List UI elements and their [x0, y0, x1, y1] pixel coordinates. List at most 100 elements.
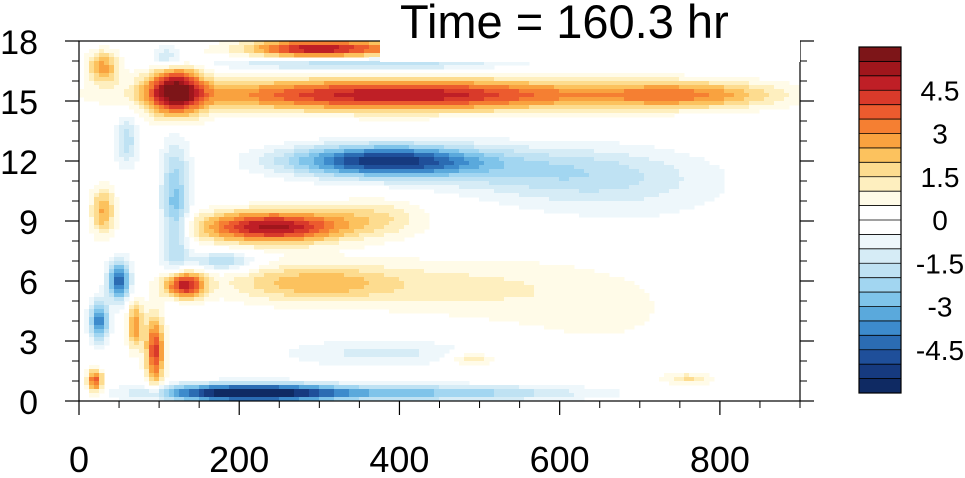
field-cell: [389, 237, 395, 242]
field-cell: [379, 257, 385, 262]
field-cell: [639, 197, 645, 202]
field-cell: [569, 281, 575, 286]
field-cell: [749, 97, 755, 102]
field-cell: [439, 289, 445, 294]
field-cell: [179, 117, 185, 122]
field-cell: [709, 169, 715, 174]
field-cell: [544, 197, 550, 202]
field-cell: [609, 161, 615, 166]
field-cell: [594, 201, 600, 206]
field-cell: [564, 153, 570, 158]
field-cell: [599, 169, 605, 174]
field-cell: [364, 225, 370, 230]
field-cell: [349, 205, 355, 210]
field-cell: [334, 89, 340, 94]
field-cell: [464, 101, 470, 106]
field-cell: [584, 185, 590, 190]
field-cell: [679, 161, 685, 166]
field-cell: [364, 289, 370, 294]
field-cell: [314, 273, 320, 278]
field-cell: [599, 145, 605, 150]
field-cell: [564, 197, 570, 202]
field-cell: [619, 97, 625, 102]
field-cell: [394, 105, 400, 110]
field-cell: [164, 77, 170, 82]
field-cell: [274, 145, 280, 150]
field-cell: [204, 241, 210, 246]
field-cell: [174, 133, 180, 138]
field-cell: [519, 269, 525, 274]
field-cell: [514, 149, 520, 154]
field-cell: [389, 101, 395, 106]
field-cell: [179, 161, 185, 166]
field-cell: [409, 73, 415, 78]
field-cell: [279, 241, 285, 246]
field-cell: [444, 289, 450, 294]
field-cell: [449, 81, 455, 86]
field-cell: [689, 105, 695, 110]
field-cell: [239, 89, 245, 94]
field-cell: [334, 281, 340, 286]
field-cell: [254, 89, 260, 94]
field-cell: [444, 261, 450, 266]
field-cell: [514, 145, 520, 150]
field-cell: [224, 253, 230, 258]
field-cell: [484, 145, 490, 150]
field-cell: [259, 233, 265, 238]
field-cell: [214, 49, 220, 54]
field-cell: [684, 157, 690, 162]
field-cell: [464, 77, 470, 82]
field-cell: [249, 153, 255, 158]
field-cell: [334, 233, 340, 238]
field-cell: [579, 289, 585, 294]
field-cell: [334, 49, 340, 54]
field-cell: [709, 105, 715, 110]
field-cell: [214, 241, 220, 246]
field-cell: [189, 97, 195, 102]
field-cell: [389, 73, 395, 78]
field-cell: [644, 189, 650, 194]
field-cell: [314, 289, 320, 294]
field-cell: [339, 165, 345, 170]
field-cell: [234, 209, 240, 214]
field-cell: [584, 181, 590, 186]
field-cell: [679, 169, 685, 174]
field-cell: [314, 281, 320, 286]
field-cell: [399, 225, 405, 230]
field-cell: [324, 145, 330, 150]
field-cell: [259, 105, 265, 110]
field-cell: [659, 197, 665, 202]
field-cell: [519, 193, 525, 198]
field-cell: [564, 85, 570, 90]
field-cell: [639, 177, 645, 182]
field-cell: [129, 133, 135, 138]
field-cell: [384, 181, 390, 186]
field-cell: [569, 101, 575, 106]
field-cell: [209, 241, 215, 246]
field-cell: [399, 185, 405, 190]
field-cell: [559, 201, 565, 206]
field-cell: [394, 141, 400, 146]
field-cell: [214, 109, 220, 114]
field-cell: [264, 285, 270, 290]
field-cell: [534, 201, 540, 206]
field-cell: [459, 173, 465, 178]
field-cell: [399, 205, 405, 210]
field-cell: [549, 197, 555, 202]
field-cell: [294, 105, 300, 110]
field-cell: [194, 73, 200, 78]
field-cell: [444, 65, 450, 70]
field-cell: [239, 273, 245, 278]
field-cell: [184, 145, 190, 150]
field-cell: [259, 241, 265, 246]
field-cell: [419, 285, 425, 290]
field-cell: [684, 93, 690, 98]
field-cell: [229, 93, 235, 98]
field-cell: [209, 113, 215, 118]
field-cell: [519, 141, 525, 146]
field-cell: [334, 285, 340, 290]
field-cell: [619, 213, 625, 218]
field-cell: [654, 85, 660, 90]
field-cell: [384, 157, 390, 162]
field-cell: [439, 265, 445, 270]
